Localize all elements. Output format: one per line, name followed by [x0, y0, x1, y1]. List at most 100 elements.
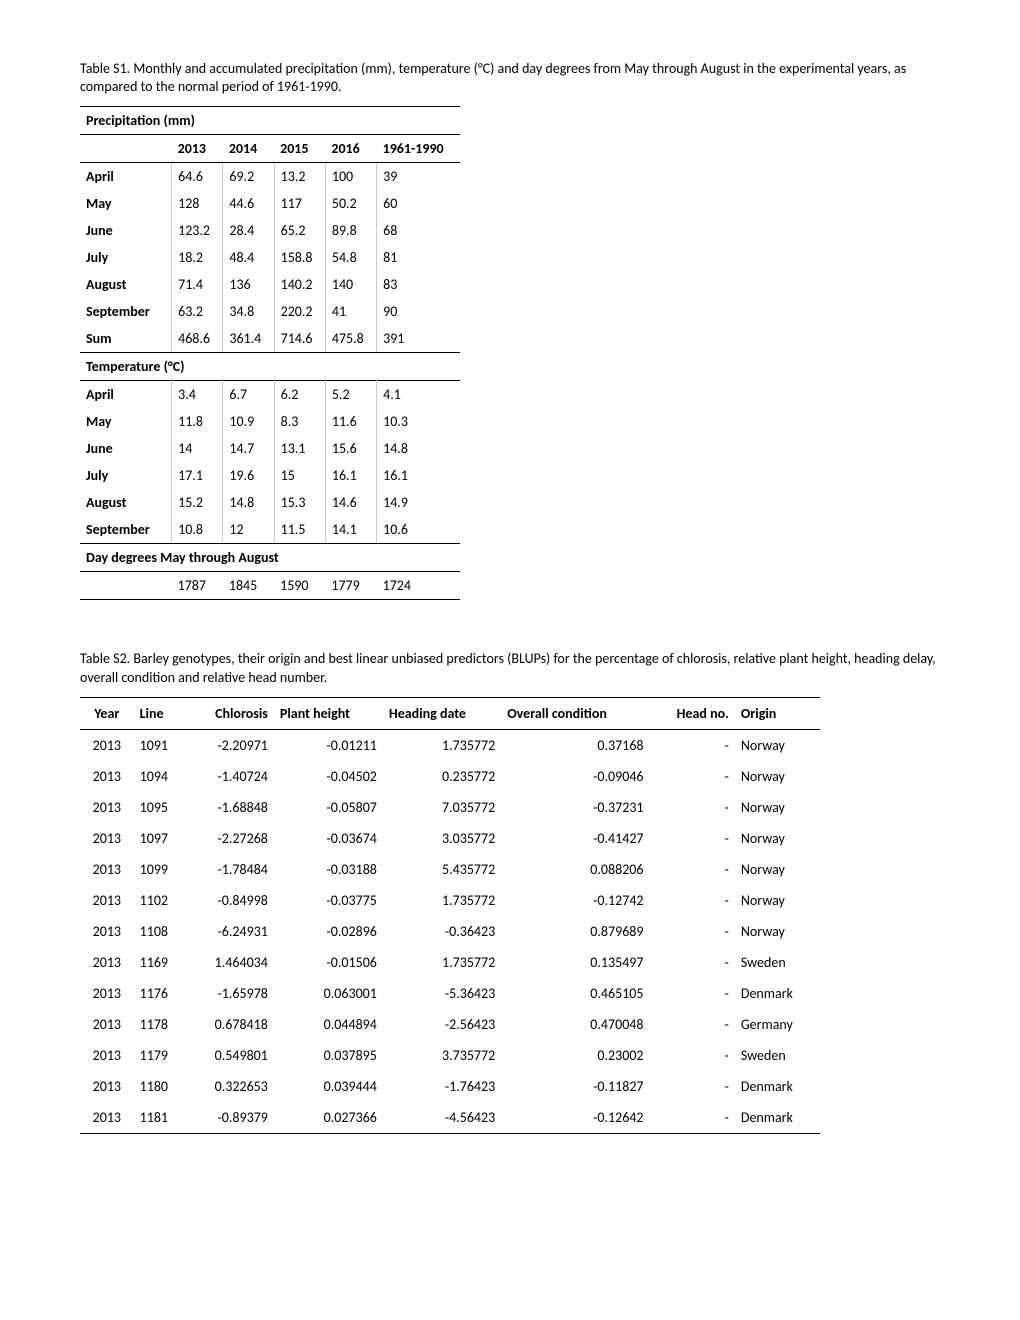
row-label: May	[80, 408, 172, 435]
data-cell: -0.12642	[501, 1102, 649, 1134]
table-row: June1414.713.115.614.8	[80, 435, 460, 462]
data-cell: 361.4	[223, 325, 274, 353]
data-cell: 2013	[80, 823, 134, 854]
data-cell: 0.465105	[501, 978, 649, 1009]
dd-v0: 1787	[172, 572, 223, 600]
row-label: May	[80, 190, 172, 217]
dd-title: Day degrees May through August	[80, 544, 460, 572]
data-cell: Denmark	[735, 1102, 820, 1134]
table-row: 20131176-1.659780.063001-5.364230.465105…	[80, 978, 820, 1009]
data-cell: 81	[377, 244, 460, 271]
data-cell: -	[650, 1009, 735, 1040]
precip-title: Precipitation (mm)	[80, 107, 460, 135]
data-cell: -1.76423	[383, 1071, 501, 1102]
data-cell: -	[650, 978, 735, 1009]
table-row: 201311790.5498010.0378953.7357720.23002-…	[80, 1040, 820, 1071]
data-cell: -0.02896	[274, 916, 383, 947]
data-cell: Denmark	[735, 978, 820, 1009]
data-cell: 391	[377, 325, 460, 353]
data-cell: 60	[377, 190, 460, 217]
table-row: 20131095-1.68848-0.058077.035772-0.37231…	[80, 792, 820, 823]
data-cell: 0.678418	[187, 1009, 274, 1040]
data-cell: 10.9	[223, 408, 274, 435]
data-cell: 0.37168	[501, 729, 649, 761]
data-cell: 0.027366	[274, 1102, 383, 1134]
data-cell: 1180	[134, 1071, 188, 1102]
t2-col-hd: Heading date	[383, 697, 501, 729]
table-row: August71.4136140.214083	[80, 271, 460, 298]
data-cell: -2.20971	[187, 729, 274, 761]
data-cell: 0.039444	[274, 1071, 383, 1102]
data-cell: 100	[325, 163, 376, 191]
data-cell: -0.09046	[501, 761, 649, 792]
data-cell: 11.5	[274, 516, 325, 544]
data-cell: 12	[223, 516, 274, 544]
data-cell: 10.6	[377, 516, 460, 544]
data-cell: 1.735772	[383, 885, 501, 916]
data-cell: 54.8	[325, 244, 376, 271]
data-cell: Sweden	[735, 947, 820, 978]
row-label: September	[80, 298, 172, 325]
data-cell: 128	[172, 190, 223, 217]
data-cell: -0.36423	[383, 916, 501, 947]
row-label: July	[80, 244, 172, 271]
data-cell: -	[650, 823, 735, 854]
data-cell: 1.735772	[383, 947, 501, 978]
data-cell: -	[650, 1071, 735, 1102]
data-cell: 34.8	[223, 298, 274, 325]
data-cell: 0.879689	[501, 916, 649, 947]
t2-col-ph: Plant height	[274, 697, 383, 729]
data-cell: 0.470048	[501, 1009, 649, 1040]
data-cell: 2013	[80, 1071, 134, 1102]
data-cell: 83	[377, 271, 460, 298]
data-cell: 1094	[134, 761, 188, 792]
table-row: 201311800.3226530.039444-1.76423-0.11827…	[80, 1071, 820, 1102]
table-row: June123.228.465.289.868	[80, 217, 460, 244]
data-cell: 0.044894	[274, 1009, 383, 1040]
data-cell: 14.8	[377, 435, 460, 462]
table-row: Sum468.6361.4714.6475.8391	[80, 325, 460, 353]
row-label: August	[80, 271, 172, 298]
data-cell: 18.2	[172, 244, 223, 271]
data-cell: 15	[274, 462, 325, 489]
data-cell: 44.6	[223, 190, 274, 217]
data-cell: 50.2	[325, 190, 376, 217]
data-cell: -0.12742	[501, 885, 649, 916]
data-cell: 64.6	[172, 163, 223, 191]
data-cell: 140.2	[274, 271, 325, 298]
dd-v2: 1590	[274, 572, 325, 600]
data-cell: 39	[377, 163, 460, 191]
data-cell: -4.56423	[383, 1102, 501, 1134]
data-cell: 14.8	[223, 489, 274, 516]
data-cell: -	[650, 761, 735, 792]
data-cell: 14.7	[223, 435, 274, 462]
data-cell: 63.2	[172, 298, 223, 325]
data-cell: 2013	[80, 854, 134, 885]
data-cell: 14.6	[325, 489, 376, 516]
data-cell: -	[650, 1102, 735, 1134]
data-cell: -6.24931	[187, 916, 274, 947]
data-cell: 117	[274, 190, 325, 217]
row-label: August	[80, 489, 172, 516]
data-cell: 2013	[80, 916, 134, 947]
data-cell: 1179	[134, 1040, 188, 1071]
data-cell: -2.56423	[383, 1009, 501, 1040]
data-cell: -0.84998	[187, 885, 274, 916]
data-cell: 11.6	[325, 408, 376, 435]
data-cell: 1091	[134, 729, 188, 761]
data-cell: 2013	[80, 978, 134, 1009]
t2-col-line: Line	[134, 697, 188, 729]
data-cell: 220.2	[274, 298, 325, 325]
data-cell: -1.68848	[187, 792, 274, 823]
dd-v1: 1845	[223, 572, 274, 600]
data-cell: Norway	[735, 792, 820, 823]
row-label: July	[80, 462, 172, 489]
data-cell: 0.235772	[383, 761, 501, 792]
data-cell: 2013	[80, 1009, 134, 1040]
data-cell: 1108	[134, 916, 188, 947]
table-row: April3.46.76.25.24.1	[80, 381, 460, 409]
data-cell: 3.035772	[383, 823, 501, 854]
table1-caption: Table S1. Monthly and accumulated precip…	[80, 60, 940, 96]
data-cell: 1178	[134, 1009, 188, 1040]
data-cell: Germany	[735, 1009, 820, 1040]
